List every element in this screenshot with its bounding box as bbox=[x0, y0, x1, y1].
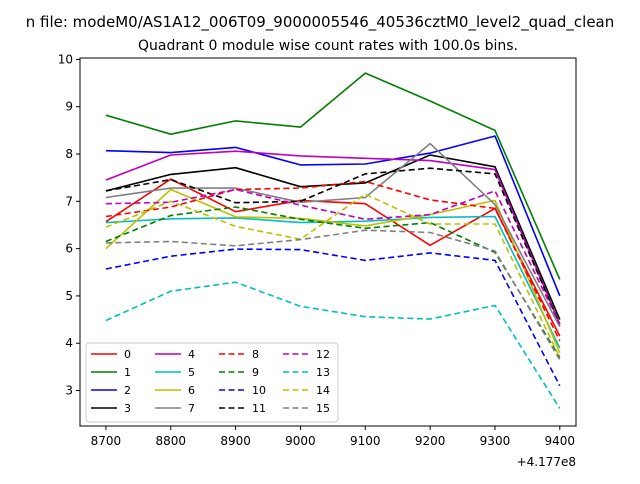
legend-label: 1 bbox=[124, 366, 131, 379]
legend-label: 7 bbox=[188, 402, 195, 415]
series-line-11 bbox=[105, 167, 561, 325]
x-tick-label: 9300 bbox=[480, 434, 511, 448]
legend-item: 14 bbox=[283, 384, 330, 397]
legend-label: 5 bbox=[188, 366, 195, 379]
series-line-6 bbox=[105, 188, 561, 354]
legend-item: 5 bbox=[155, 366, 195, 379]
y-tick-label: 10 bbox=[58, 52, 73, 66]
x-tick-label: 9400 bbox=[545, 434, 576, 448]
legend-item: 4 bbox=[155, 348, 195, 361]
series-line-10 bbox=[105, 248, 561, 387]
legend-label: 12 bbox=[316, 348, 330, 361]
x-tick-label: 9200 bbox=[415, 434, 446, 448]
y-tick-label: 5 bbox=[65, 289, 73, 303]
series-line-12 bbox=[105, 188, 561, 325]
series-line-0 bbox=[105, 178, 561, 337]
legend-item: 2 bbox=[91, 384, 131, 397]
legend-item: 9 bbox=[219, 366, 259, 379]
legend-label: 4 bbox=[188, 348, 195, 361]
legend-item: 12 bbox=[283, 348, 330, 361]
y-tick-label: 8 bbox=[65, 147, 73, 161]
x-tick-label: 9000 bbox=[285, 434, 316, 448]
series-line-13 bbox=[105, 281, 561, 409]
series-line-8 bbox=[105, 180, 561, 342]
x-axis-offset-label: +4.177e8 bbox=[517, 455, 576, 469]
legend-label: 13 bbox=[316, 366, 330, 379]
x-tick-label: 8700 bbox=[91, 434, 122, 448]
legend-label: 14 bbox=[316, 384, 330, 397]
legend-item: 7 bbox=[155, 402, 195, 415]
plot-lines bbox=[105, 72, 561, 409]
x-tick-label: 9100 bbox=[350, 434, 381, 448]
legend-item: 1 bbox=[91, 366, 131, 379]
legend-label: 2 bbox=[124, 384, 131, 397]
legend-item: 8 bbox=[219, 348, 259, 361]
legend-label: 11 bbox=[252, 402, 266, 415]
series-line-14 bbox=[105, 193, 561, 358]
legend-item: 3 bbox=[91, 402, 131, 415]
series-line-9 bbox=[105, 206, 561, 358]
y-axis-ticks: 3 4 5 6 7 8 9 10 bbox=[58, 52, 80, 398]
axes-frame bbox=[79, 57, 577, 427]
y-tick-label: 4 bbox=[65, 336, 73, 350]
y-tick-label: 3 bbox=[65, 384, 73, 398]
legend-label: 0 bbox=[124, 348, 131, 361]
series-line-2 bbox=[105, 135, 561, 297]
legend-item: 10 bbox=[219, 384, 266, 397]
legend-item: 13 bbox=[283, 366, 330, 379]
x-tick-label: 8900 bbox=[220, 434, 251, 448]
figure-suptitle: n file: modeM0/AS1A12_006T09_9000005546_… bbox=[26, 13, 615, 32]
legend-label: 10 bbox=[252, 384, 266, 397]
series-line-1 bbox=[105, 72, 561, 280]
legend-item: 11 bbox=[219, 402, 266, 415]
legend-item: 0 bbox=[91, 348, 131, 361]
y-tick-label: 7 bbox=[65, 194, 73, 208]
series-line-3 bbox=[105, 154, 561, 320]
legend-label: 3 bbox=[124, 402, 131, 415]
legend-item: 15 bbox=[283, 402, 330, 415]
chart-title: Quadrant 0 module wise count rates with … bbox=[138, 38, 518, 54]
legend-item: 6 bbox=[155, 384, 195, 397]
series-line-7 bbox=[105, 142, 561, 328]
legend-label: 6 bbox=[188, 384, 195, 397]
series-line-15 bbox=[105, 229, 561, 361]
legend-label: 8 bbox=[252, 348, 259, 361]
x-axis-ticks: 8700 8800 8900 9000 9100 9200 9300 9400 bbox=[91, 426, 575, 448]
y-tick-label: 6 bbox=[65, 242, 73, 256]
series-line-5 bbox=[105, 215, 561, 349]
legend-label: 9 bbox=[252, 366, 259, 379]
y-tick-label: 9 bbox=[65, 100, 73, 114]
series-line-4 bbox=[105, 150, 561, 325]
legend-label: 15 bbox=[316, 402, 330, 415]
legend-box bbox=[85, 342, 339, 423]
x-tick-label: 8800 bbox=[155, 434, 186, 448]
